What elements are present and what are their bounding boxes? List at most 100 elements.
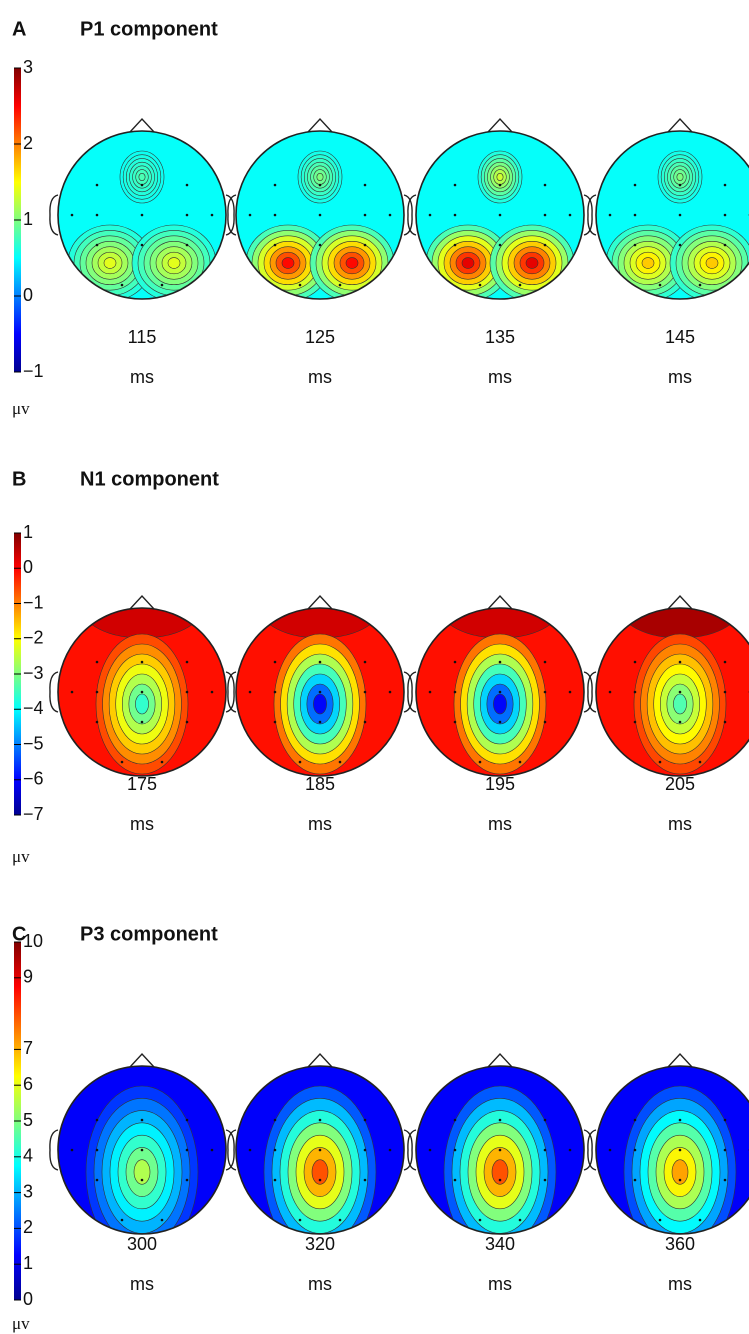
electrode: [273, 690, 277, 694]
map-unit: ms: [668, 1274, 692, 1294]
ear: [49, 194, 59, 236]
electrode: [608, 690, 612, 694]
map-time: 340: [485, 1234, 515, 1254]
contour: [345, 257, 359, 269]
electrode: [185, 1178, 189, 1182]
electrode: [518, 760, 522, 764]
map-unit: ms: [130, 1274, 154, 1294]
electrode: [633, 1178, 637, 1182]
electrode: [498, 1148, 502, 1152]
electrode: [678, 720, 682, 724]
electrode: [318, 1118, 322, 1122]
contour: [491, 1159, 509, 1185]
electrode: [70, 690, 74, 694]
electrode: [140, 1148, 144, 1152]
electrode: [160, 760, 164, 764]
electrode: [318, 243, 322, 247]
electrode: [248, 1148, 252, 1152]
ear: [587, 194, 597, 236]
map-unit: ms: [308, 1274, 332, 1294]
map-time: 175: [127, 774, 157, 794]
electrode: [338, 760, 342, 764]
electrode: [518, 1218, 522, 1222]
colorbar-tick-label: 9: [23, 967, 33, 987]
contour: [676, 172, 684, 182]
ear: [407, 1129, 417, 1171]
map-time: 185: [305, 774, 335, 794]
map-time: 115: [128, 327, 157, 347]
electrode: [428, 690, 432, 694]
electrode: [95, 213, 99, 217]
electrode: [248, 213, 252, 217]
ear: [225, 194, 235, 236]
electrode: [140, 243, 144, 247]
electrode: [478, 760, 482, 764]
electrode: [338, 1218, 342, 1222]
electrode: [95, 720, 99, 724]
electrode: [723, 213, 727, 217]
electrode: [120, 283, 124, 287]
electrode: [678, 1178, 682, 1182]
electrode: [363, 660, 367, 664]
electrode: [543, 1178, 547, 1182]
electrode: [318, 660, 322, 664]
electrode: [318, 183, 322, 187]
electrode: [633, 660, 637, 664]
colorbar-tick-label: 1: [23, 209, 33, 229]
electrode: [543, 243, 547, 247]
electrode: [678, 1118, 682, 1122]
colorbar-tick-label: −1: [23, 361, 44, 381]
colorbar-tick-label: 7: [23, 1038, 33, 1058]
colorbar-tick-label: 10: [23, 931, 43, 951]
electrode: [453, 720, 457, 724]
electrode: [678, 690, 682, 694]
electrode: [185, 183, 189, 187]
electrode: [318, 720, 322, 724]
electrode: [95, 1118, 99, 1122]
contour: [167, 257, 181, 269]
electrode: [543, 660, 547, 664]
head-outline: [57, 130, 227, 300]
topomap: [416, 1066, 584, 1234]
contour: [103, 257, 117, 269]
electrode: [318, 1148, 322, 1152]
panel-label: B: [12, 468, 26, 490]
colorbar-tick-label: 5: [23, 1110, 33, 1130]
ear: [225, 671, 235, 713]
electrode: [273, 1148, 277, 1152]
head-outline: [235, 1065, 405, 1235]
electrode: [633, 1148, 637, 1152]
colorbar-tick-label: 2: [23, 1217, 33, 1237]
electrode: [273, 1118, 277, 1122]
colorbar-tick-label: 4: [23, 1146, 33, 1166]
electrode: [363, 1148, 367, 1152]
electrode: [633, 183, 637, 187]
nose: [667, 1052, 693, 1068]
electrode: [633, 720, 637, 724]
electrode: [723, 720, 727, 724]
electrode: [298, 1218, 302, 1222]
electrode: [723, 183, 727, 187]
electrode: [543, 690, 547, 694]
map-time: 360: [665, 1234, 695, 1254]
colorbar-tick-label: 2: [23, 133, 33, 153]
colorbar-tick-label: 0: [23, 557, 33, 577]
map-unit: ms: [668, 814, 692, 834]
contour: [138, 172, 146, 182]
nose: [129, 117, 155, 133]
electrode: [363, 720, 367, 724]
map-time: 195: [485, 774, 515, 794]
ear: [587, 671, 597, 713]
electrode: [633, 690, 637, 694]
electrode: [658, 1218, 662, 1222]
electrode: [498, 1178, 502, 1182]
ear: [49, 671, 59, 713]
electrode: [698, 283, 702, 287]
colorbar-tick-label: −7: [23, 804, 44, 824]
nose: [487, 1052, 513, 1068]
head-outline: [235, 130, 405, 300]
electrode: [140, 183, 144, 187]
electrode: [185, 1118, 189, 1122]
electrode: [185, 213, 189, 217]
map-time: 320: [305, 1234, 335, 1254]
